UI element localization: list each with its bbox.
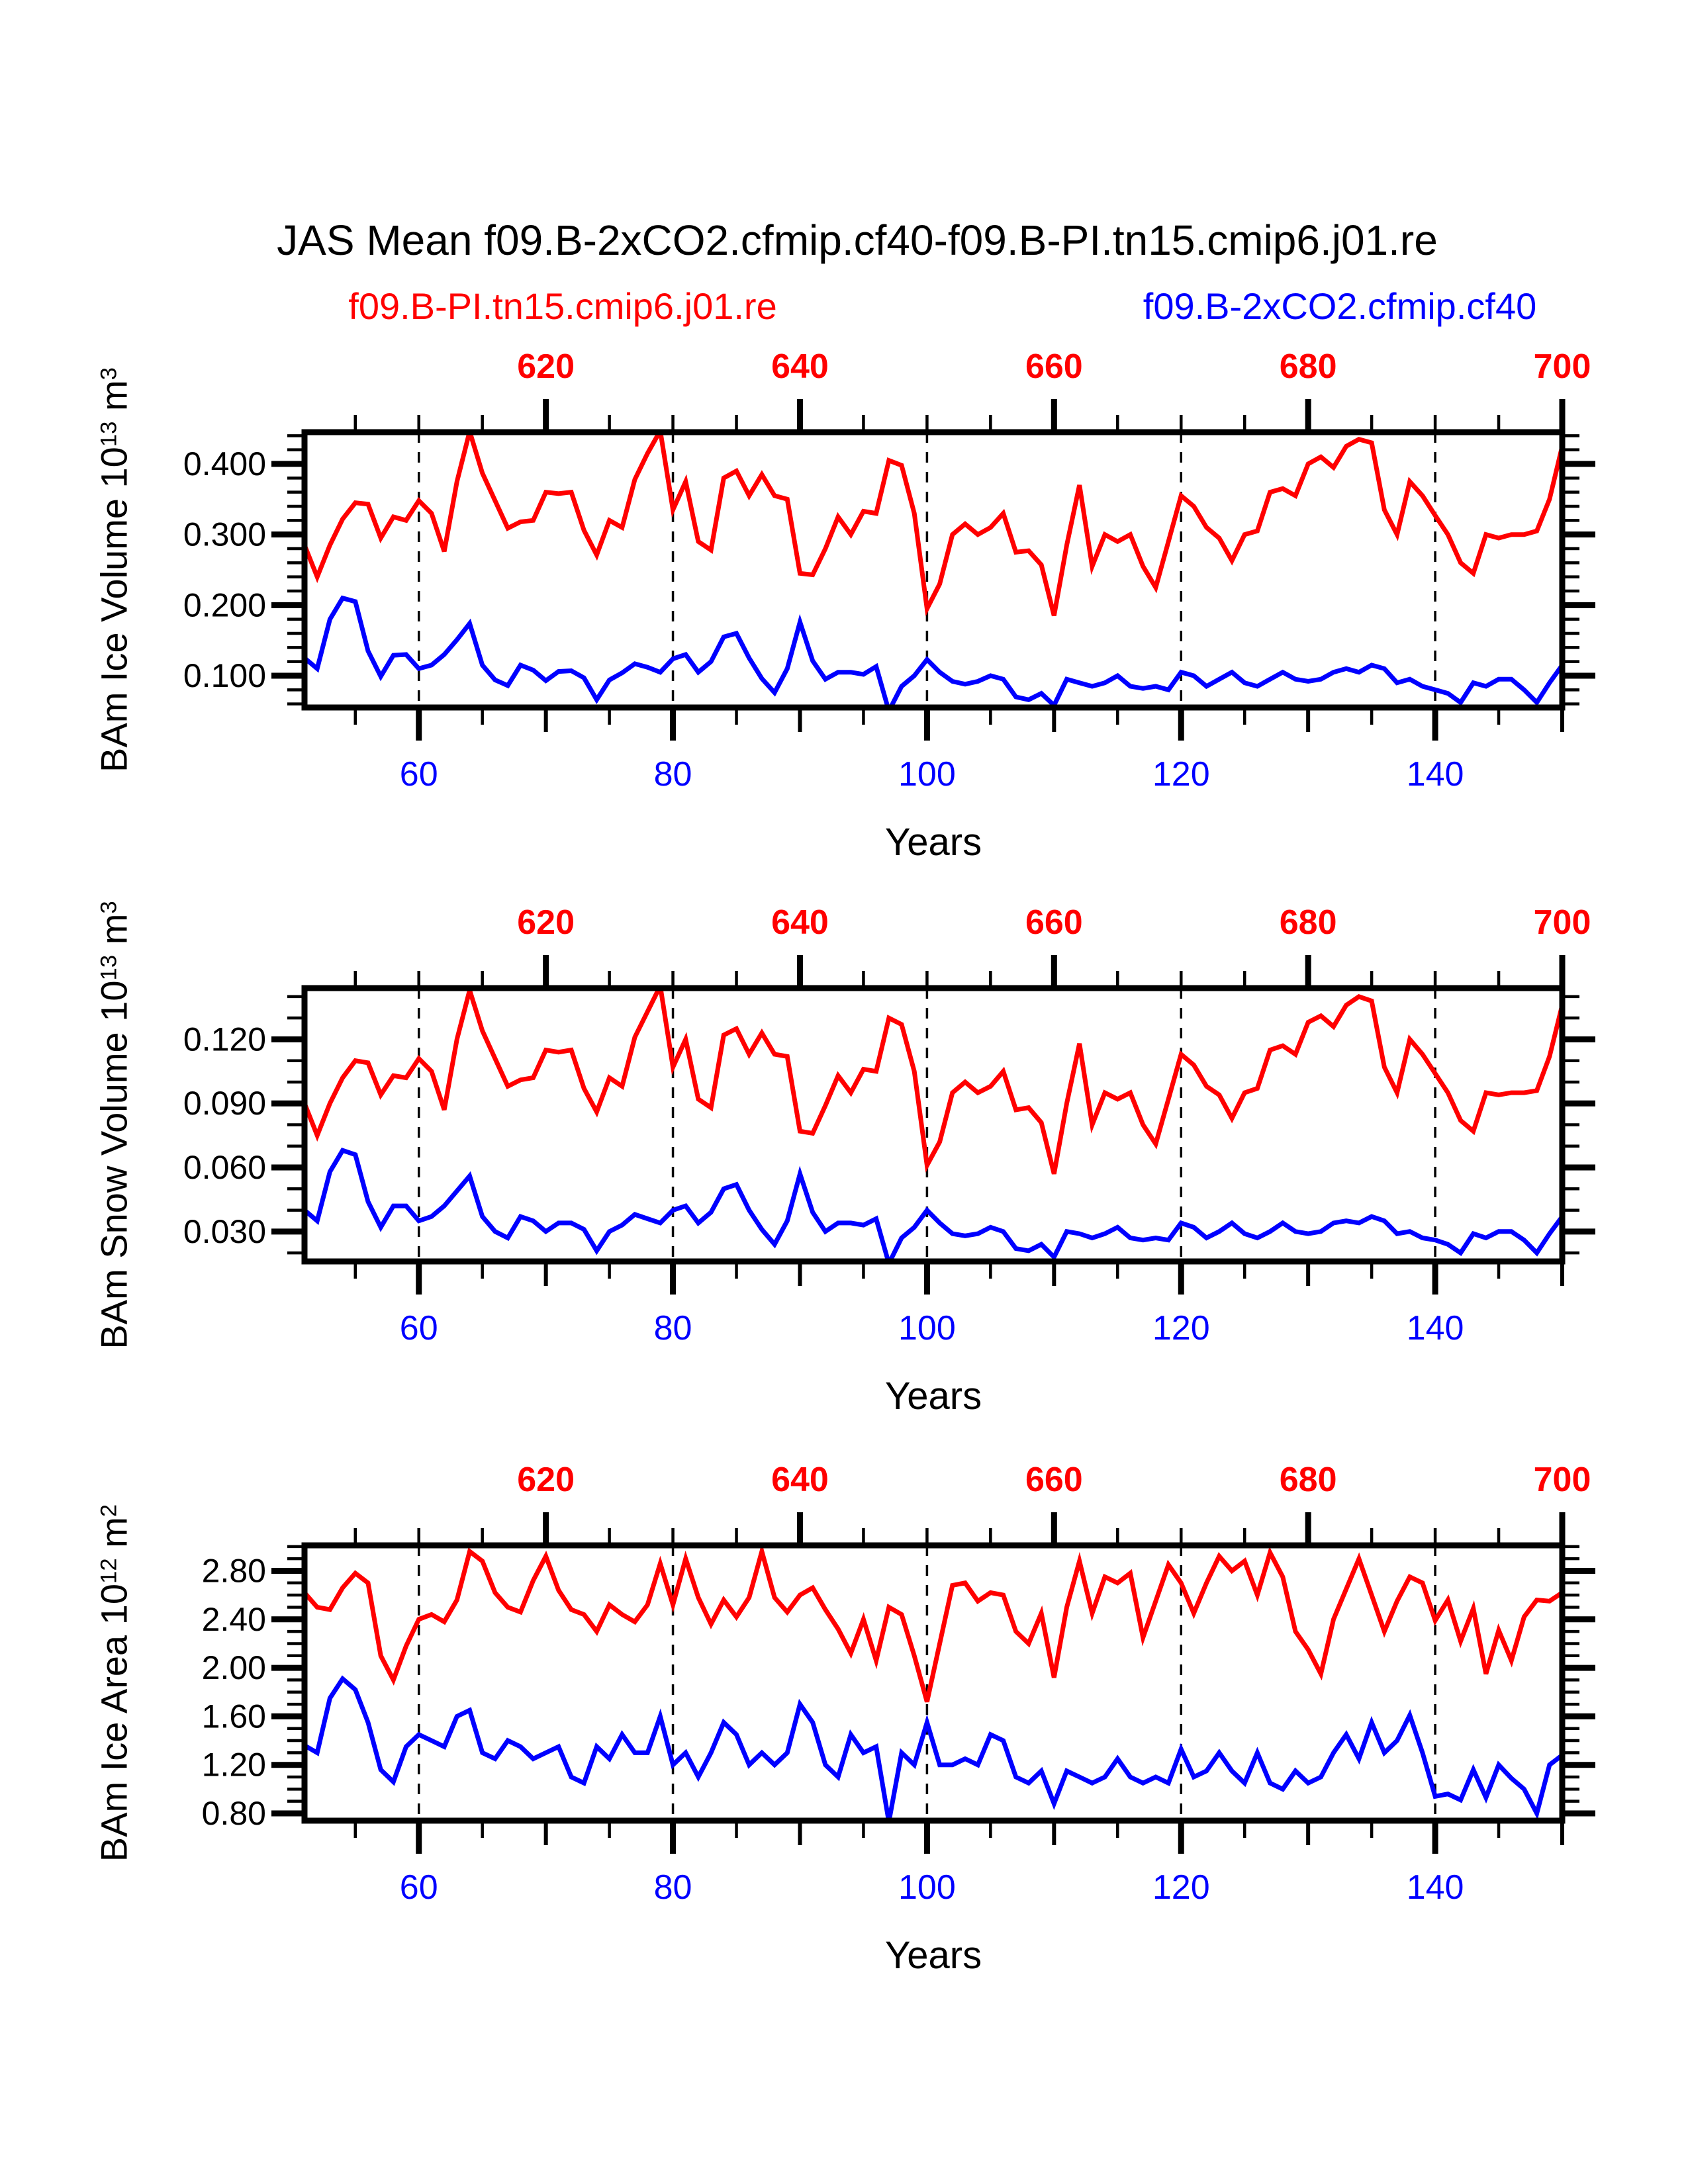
y-tick-label: 1.60 bbox=[202, 1698, 266, 1735]
x-tick-label-top: 680 bbox=[1280, 1461, 1337, 1499]
x-tick-label-top: 620 bbox=[517, 903, 575, 942]
x-tick-label-bottom: 140 bbox=[1407, 1868, 1464, 1907]
x-tick-label-bottom: 60 bbox=[400, 1868, 438, 1907]
x-tick-label-bottom: 100 bbox=[898, 1868, 956, 1907]
y-tick-label: 0.200 bbox=[183, 586, 266, 623]
x-tick-label-bottom: 140 bbox=[1407, 755, 1464, 794]
y-tick-label: 0.060 bbox=[183, 1149, 266, 1186]
x-tick-label-top: 680 bbox=[1280, 347, 1337, 386]
x-tick-label-bottom: 80 bbox=[654, 755, 692, 794]
x-tick-label-top: 620 bbox=[517, 1461, 575, 1499]
x-tick-label-top: 660 bbox=[1025, 903, 1083, 942]
plot-border bbox=[301, 985, 1566, 1265]
y-tick-label: 0.030 bbox=[183, 1213, 266, 1250]
y-tick-label: 0.120 bbox=[183, 1021, 266, 1058]
y-tick-label: 0.090 bbox=[183, 1085, 266, 1122]
x-tick-label-top: 640 bbox=[771, 1461, 829, 1499]
x-tick-label-top: 660 bbox=[1025, 347, 1083, 386]
panel-1: 60 80 100 120 140 620 640 660 680 700 0.100 0.200 0.… bbox=[183, 347, 1595, 794]
x-axis-title-years-panel1: Years bbox=[884, 821, 982, 864]
x-tick-label-bottom: 120 bbox=[1152, 1868, 1210, 1907]
y-tick-label: 0.100 bbox=[183, 657, 266, 694]
y-tick-label: 1.20 bbox=[202, 1747, 266, 1784]
y-tick-label: 0.80 bbox=[202, 1795, 266, 1832]
x-axis-title-years-panel3: Years bbox=[884, 1934, 982, 1977]
y-tick-label: 0.300 bbox=[183, 516, 266, 553]
x-tick-label-bottom: 60 bbox=[400, 1309, 438, 1347]
y-tick-label: 2.80 bbox=[202, 1552, 266, 1589]
red-series-curve bbox=[305, 988, 1562, 1175]
plot-border bbox=[301, 429, 1566, 711]
x-axis-title-years-panel2: Years bbox=[884, 1375, 982, 1418]
y-tick-label: 0.400 bbox=[183, 445, 266, 482]
x-tick-label-top: 640 bbox=[771, 903, 829, 942]
panel-3: 60 80 100 120 140 620 640 660 680 700 0.80 1.20 1.60… bbox=[202, 1461, 1595, 1907]
x-tick-label-top: 700 bbox=[1534, 347, 1591, 386]
x-tick-label-top: 700 bbox=[1534, 903, 1591, 942]
x-tick-label-bottom: 80 bbox=[654, 1868, 692, 1907]
x-tick-label-bottom: 120 bbox=[1152, 755, 1210, 794]
x-tick-label-bottom: 100 bbox=[898, 1309, 956, 1347]
panel-2: 60 80 100 120 140 620 640 660 680 700 0.030 0.060 0.… bbox=[183, 903, 1595, 1347]
chart-title: JAS Mean f09.B-2xCO2.cfmip.cf40-f09.B-PI… bbox=[277, 216, 1438, 264]
legend-label-blue: f09.B-2xCO2.cfmip.cf40 bbox=[1143, 285, 1537, 327]
plot-border bbox=[301, 1542, 1566, 1824]
x-tick-label-bottom: 60 bbox=[400, 755, 438, 794]
red-series-curve bbox=[305, 432, 1562, 617]
legend-label-red: f09.B-PI.tn15.cmip6.j01.re bbox=[348, 285, 777, 327]
x-tick-label-bottom: 120 bbox=[1152, 1309, 1210, 1347]
x-tick-label-top: 640 bbox=[771, 347, 829, 386]
x-tick-label-top: 680 bbox=[1280, 903, 1337, 942]
x-tick-label-bottom: 80 bbox=[654, 1309, 692, 1347]
y-tick-label: 2.40 bbox=[202, 1601, 266, 1638]
red-series-curve bbox=[305, 1545, 1562, 1703]
blue-series-curve bbox=[305, 1147, 1562, 1261]
x-tick-label-bottom: 140 bbox=[1407, 1309, 1464, 1347]
x-tick-label-top: 700 bbox=[1534, 1461, 1591, 1499]
blue-series-curve bbox=[305, 595, 1562, 707]
x-tick-label-top: 660 bbox=[1025, 1461, 1083, 1499]
x-tick-label-bottom: 100 bbox=[898, 755, 956, 794]
blue-series-curve bbox=[305, 1675, 1562, 1821]
x-tick-label-top: 620 bbox=[517, 347, 575, 386]
y-tick-label: 2.00 bbox=[202, 1649, 266, 1686]
